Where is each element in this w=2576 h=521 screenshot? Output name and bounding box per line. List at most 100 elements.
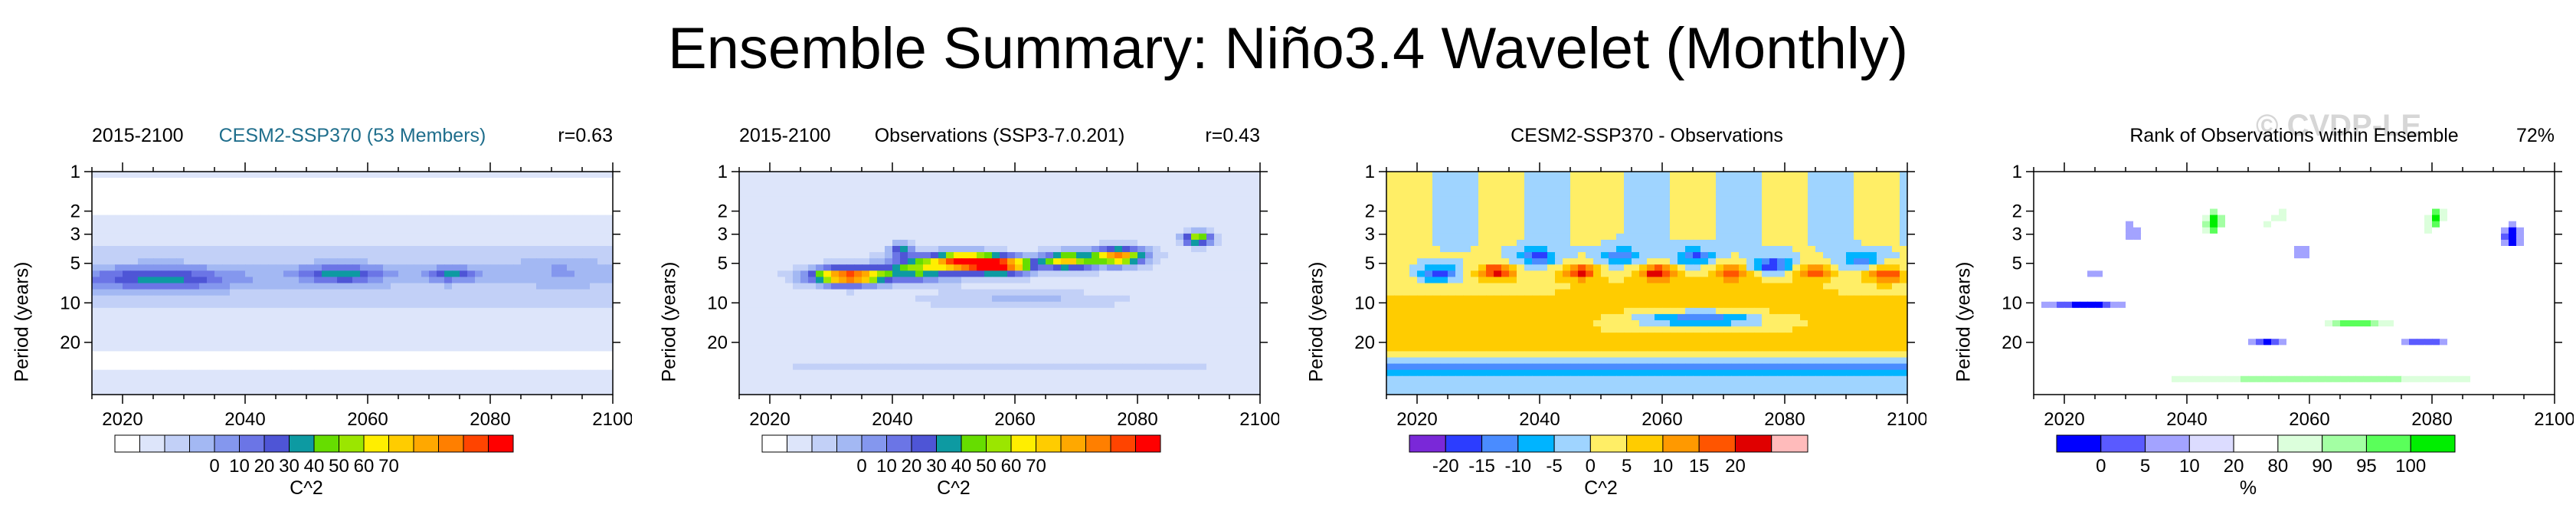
heatmap-cell: [800, 345, 809, 352]
heatmap-cell: [1176, 283, 1184, 290]
heatmap-cell: [260, 345, 269, 352]
heatmap-cell: [306, 196, 315, 204]
heatmap-cell: [169, 196, 177, 204]
heatmap-cell: [923, 345, 931, 352]
heatmap-cell: [498, 382, 506, 389]
heatmap-cell: [123, 313, 131, 321]
heatmap-cell: [92, 258, 100, 265]
heatmap-cell: [605, 307, 614, 315]
heatmap-cell: [605, 184, 614, 191]
heatmap-cell: [130, 270, 139, 278]
heatmap-cell: [869, 277, 878, 284]
heatmap-cell: [437, 233, 445, 241]
heatmap-cell: [169, 382, 177, 389]
heatmap-cell: [529, 283, 537, 290]
heatmap-cell: [406, 307, 414, 315]
heatmap-cell: [498, 369, 506, 377]
heatmap-cell: [536, 283, 545, 290]
heatmap-cell: [138, 184, 146, 191]
heatmap-cell: [92, 184, 100, 191]
heatmap-cell: [406, 208, 414, 216]
heatmap-cell: [1076, 363, 1085, 371]
heatmap-cell: [100, 270, 108, 278]
heatmap-cell: [437, 295, 445, 303]
heatmap-cell: [793, 246, 801, 253]
heatmap-cell: [268, 313, 277, 321]
heatmap-cell: [1099, 333, 1108, 339]
heatmap-cell: [1038, 369, 1046, 377]
heatmap-cell: [153, 382, 162, 389]
heatmap-cell: [444, 313, 453, 321]
heatmap-cell: [597, 172, 606, 179]
heatmap-cell: [762, 227, 771, 234]
heatmap-cell: [885, 221, 893, 228]
heatmap-cell: [283, 357, 292, 365]
heatmap-cell: [823, 289, 832, 297]
heatmap-cell: [590, 369, 598, 377]
heatmap-cell: [1214, 277, 1223, 284]
heatmap-cell: [597, 357, 606, 365]
heatmap-cell: [1092, 233, 1100, 241]
heatmap-cell: [1183, 320, 1192, 327]
heatmap-cell: [938, 333, 947, 339]
heatmap-cell: [222, 252, 231, 259]
heatmap-cell: [1069, 307, 1077, 315]
heatmap-cell: [115, 215, 123, 222]
heatmap-cell: [885, 326, 893, 333]
heatmap-cell: [1046, 295, 1054, 303]
heatmap-cell: [900, 184, 908, 191]
heatmap-cell: [437, 239, 445, 247]
heatmap-cell: [739, 382, 748, 389]
heatmap-cell: [567, 227, 575, 234]
heatmap-cell: [1252, 307, 1261, 315]
heatmap-cell: [176, 172, 185, 179]
heatmap-cell: [115, 339, 123, 346]
heatmap-cell: [452, 357, 460, 365]
heatmap-cell: [954, 239, 962, 247]
heatmap-cell: [345, 313, 353, 321]
heatmap-cell: [816, 190, 824, 197]
heatmap-cell: [1145, 289, 1154, 297]
heatmap-cell: [885, 333, 893, 339]
heatmap-cell: [283, 221, 292, 228]
heatmap-cell: [245, 227, 254, 234]
heatmap-cell: [1245, 190, 1253, 197]
heatmap-cell: [398, 215, 407, 222]
heatmap-cell: [544, 357, 552, 365]
heatmap-cell: [345, 246, 353, 253]
heatmap-cell: [138, 333, 146, 339]
heatmap-cell: [199, 270, 208, 278]
heatmap-cell: [1107, 369, 1115, 377]
heatmap-cell: [222, 363, 231, 371]
heatmap-cell: [877, 295, 885, 303]
heatmap-cell: [360, 208, 368, 216]
heatmap-cell: [574, 178, 583, 185]
heatmap-cell: [954, 233, 962, 241]
heatmap-cell: [831, 270, 840, 278]
heatmap-cell: [1183, 270, 1192, 278]
heatmap-cell: [559, 351, 568, 359]
heatmap-cell: [191, 258, 200, 265]
heatmap-cell: [360, 345, 368, 352]
heatmap-cell: [352, 339, 361, 346]
heatmap-cell: [1007, 208, 1016, 216]
panel-title: Observations (SSP3-7.0.201): [874, 125, 1125, 146]
heatmap-cell: [1046, 246, 1054, 253]
heatmap-cell: [1084, 289, 1092, 297]
heatmap-cell: [1084, 277, 1092, 284]
heatmap-cell: [337, 301, 345, 309]
heatmap-cell: [368, 375, 376, 383]
heatmap-cell: [345, 382, 353, 389]
heatmap-cell: [931, 301, 939, 309]
heatmap-cell: [1084, 184, 1092, 191]
heatmap-cell: [260, 227, 269, 234]
heatmap-cell: [138, 357, 146, 365]
heatmap-cell: [793, 357, 801, 365]
heatmap-cell: [429, 215, 437, 222]
heatmap-cell: [375, 339, 384, 346]
heatmap-cell: [831, 190, 840, 197]
heatmap-cell: [337, 252, 345, 259]
heatmap-cell: [984, 264, 993, 271]
heatmap-cell: [521, 270, 529, 278]
heatmap-cell: [1061, 382, 1069, 389]
